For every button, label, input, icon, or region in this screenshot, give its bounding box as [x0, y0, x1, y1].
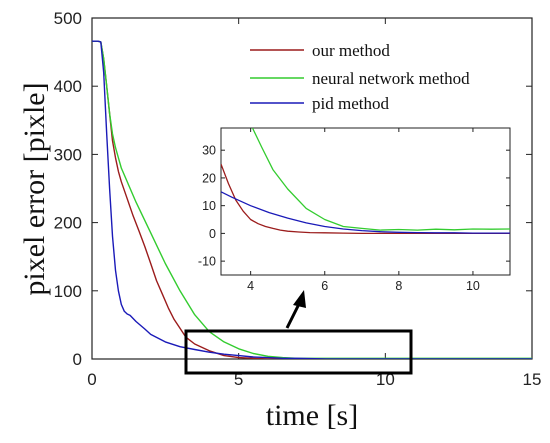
main-y-tick-label: 200	[54, 214, 82, 233]
zoom-region-box	[184, 329, 413, 375]
inset-x-tick-label: 4	[247, 279, 254, 293]
inset-x-tick-label: 6	[321, 279, 328, 293]
main-y-tick-label: 300	[54, 145, 82, 164]
inset-y-tick-label: -10	[198, 255, 216, 269]
main-x-tick-label: 15	[523, 370, 542, 389]
inset-x-tick-label: 10	[466, 279, 480, 293]
inset-line-pid-method	[221, 191, 510, 234]
main-y-tick-label: 400	[54, 77, 82, 96]
legend-label-pid-method: pid method	[312, 94, 389, 113]
inset-y-tick-label: 30	[202, 144, 216, 158]
inset-y-tick-label: 10	[202, 199, 216, 213]
legend-label-our-method: our method	[312, 41, 390, 60]
main-y-tick-label: 0	[73, 350, 82, 369]
main-plot-lines	[92, 40, 532, 359]
inset-plot-lines	[221, 128, 510, 235]
main-y-tick-label: 100	[54, 282, 82, 301]
legend-label-neural-network-method: neural network method	[312, 69, 470, 88]
inset-y-tick-label: 20	[202, 171, 216, 185]
inset-line-neural-network-method	[251, 128, 510, 231]
legend: our method neural network method pid met…	[250, 41, 470, 113]
main-line-pid-method	[92, 40, 532, 359]
main-x-tick-label: 0	[87, 370, 96, 389]
zoom-arrow-shaft	[285, 303, 301, 329]
main-y-tick-label: 500	[54, 9, 82, 28]
x-axis-title: time [s]	[266, 399, 358, 432]
y-axis-title: pixel error [pixle]	[18, 82, 51, 295]
inset-y-tick-label: 0	[209, 227, 216, 241]
zoom-arrow-head	[293, 290, 306, 308]
inset-x-tick-label: 8	[395, 279, 402, 293]
inset-plot-frame	[220, 127, 511, 276]
main-x-tick-label: 10	[376, 370, 395, 389]
inset-axis-ticks: 4 6 8 10 -10 0 10 20 30	[198, 128, 510, 293]
main-x-tick-label: 5	[234, 370, 243, 389]
inset-line-our-method	[221, 163, 510, 235]
